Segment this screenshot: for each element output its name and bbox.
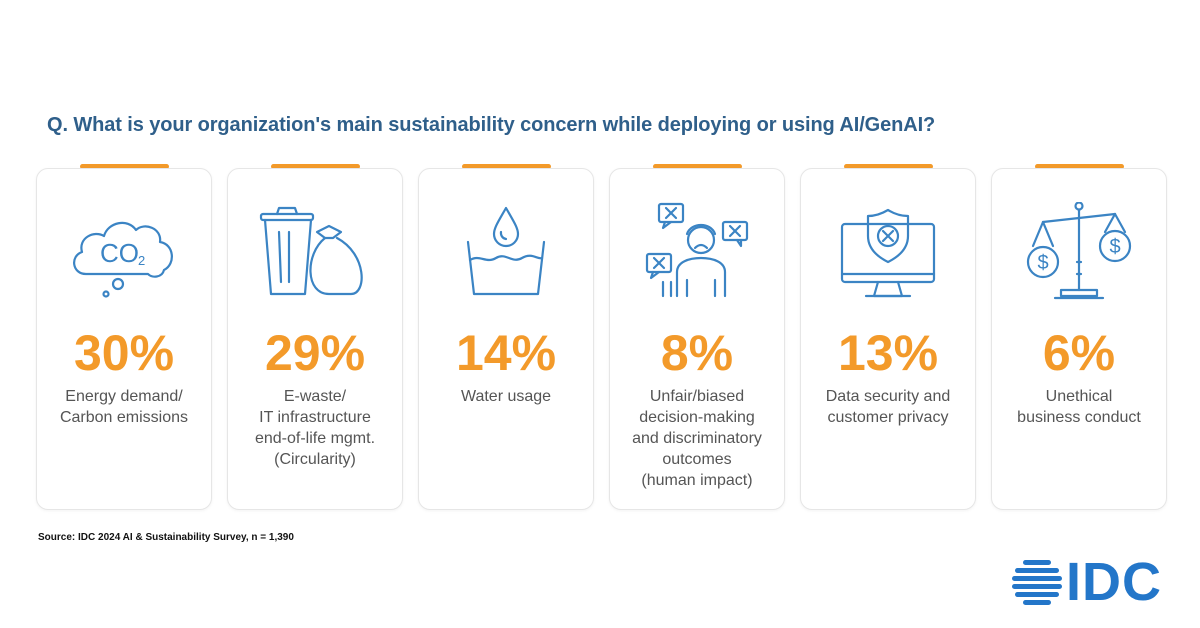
svg-text:$: $ [1037, 252, 1048, 274]
card-ewaste: 29% E-waste/ IT infrastructure end-of-li… [227, 164, 403, 510]
dollar-scale-icon: $ $ [1026, 202, 1132, 300]
card-accent-bar [80, 164, 169, 169]
card-accent-bar [653, 164, 742, 169]
concern-label: Unethical business conduct [1017, 388, 1141, 426]
concern-label: Unfair/biased decision-making and discri… [632, 388, 762, 489]
concern-label: Data security and customer privacy [825, 388, 951, 426]
concern-label: Energy demand/ Carbon emissions [59, 388, 189, 426]
percent-value: 13% [837, 325, 939, 381]
monitor-shield-icon [840, 208, 936, 298]
person-rejected-bubbles-icon [645, 202, 749, 298]
concern-label: E-waste/ IT infrastructure end-of-life m… [254, 388, 376, 468]
svg-text:2: 2 [138, 253, 145, 268]
percent-value: 29% [264, 325, 366, 381]
card-security: 13% Data security and customer privacy [800, 164, 976, 510]
svg-text:$: $ [1109, 236, 1120, 258]
card-accent-bar [271, 164, 360, 169]
co2-cloud-icon: CO 2 [73, 221, 173, 298]
card-box [36, 168, 212, 510]
card-accent-bar [844, 164, 933, 169]
svg-text:CO: CO [100, 238, 139, 268]
percent-value: 30% [73, 325, 175, 381]
card-accent-bar [1035, 164, 1124, 169]
card-water: 14% Water usage [418, 164, 594, 510]
card-energy: CO 2 30% Energy demand/ Carbon emissions [36, 164, 212, 510]
trash-bin-bag-icon [259, 206, 363, 296]
card-unfair: 8% Unfair/biased decision-making and dis… [609, 164, 785, 510]
result-cards: CO 2 30% Energy demand/ Carbon emissions… [36, 164, 1170, 510]
card-accent-bar [462, 164, 551, 169]
source-note: Source: IDC 2024 AI & Sustainability Sur… [38, 532, 294, 543]
concern-label: Water usage [460, 388, 552, 405]
water-drop-bowl-icon [466, 206, 546, 296]
survey-question: Q. What is your organization's main sust… [47, 114, 936, 136]
card-ethics: $ $ 6% Unethical business conduct [991, 164, 1167, 510]
logo-text: IDC [1066, 552, 1162, 612]
percent-value: 14% [455, 325, 557, 381]
percent-value: 8% [660, 325, 734, 381]
percent-value: 6% [1042, 325, 1116, 381]
card-box [418, 168, 594, 510]
globe-logo-icon [1012, 560, 1062, 605]
idc-logo: IDC [1010, 552, 1166, 612]
card-box [227, 168, 403, 510]
